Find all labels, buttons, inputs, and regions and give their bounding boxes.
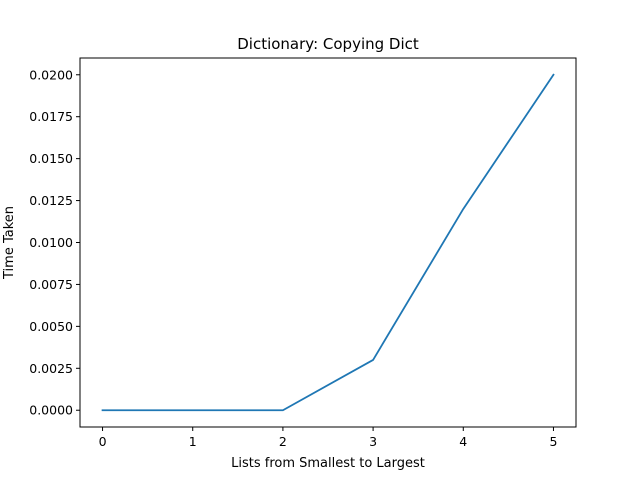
y-tick-label: 0.0125 (29, 193, 73, 208)
x-tick-label: 0 (99, 434, 107, 449)
y-tick-label: 0.0100 (29, 235, 73, 250)
x-tick-label: 5 (549, 434, 557, 449)
y-axis-label: Time Taken (2, 206, 17, 280)
x-tick-label: 4 (459, 434, 467, 449)
plot-frame (79, 57, 577, 428)
y-tick-label: 0.0175 (29, 109, 73, 124)
y-axis-ticks: 0.0000 0.0025 0.0050 0.0075 0.0100 0.0125 0.01… (29, 67, 80, 418)
y-tick-label: 0.0075 (29, 277, 73, 292)
series-line (101, 73, 555, 412)
y-tick-label: 0.0050 (29, 319, 73, 334)
x-tick-label: 1 (189, 434, 197, 449)
x-tick-label: 2 (279, 434, 287, 449)
y-tick-label: 0.0150 (29, 151, 73, 166)
y-tick-label: 0.0200 (29, 67, 73, 82)
x-axis-label: Lists from Smallest to Largest (231, 456, 425, 471)
chart-title: Dictionary: Copying Dict (237, 35, 419, 53)
y-tick-label: 0.0025 (29, 361, 73, 376)
x-axis-ticks: 0 1 2 3 4 5 (99, 427, 557, 449)
y-tick-label: 0.0000 (29, 403, 73, 418)
x-tick-label: 3 (369, 434, 377, 449)
